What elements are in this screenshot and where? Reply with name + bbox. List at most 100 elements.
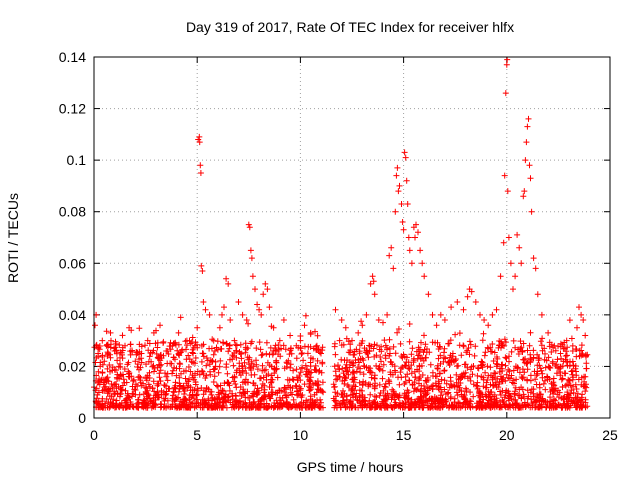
data-point (467, 373, 473, 380)
data-point (224, 370, 231, 377)
data-point (182, 375, 189, 382)
data-point (248, 404, 255, 411)
data-point (282, 346, 289, 353)
x-tick-label: 20 (499, 427, 515, 443)
data-point (334, 404, 340, 411)
data-point (437, 360, 444, 367)
data-point (398, 365, 405, 372)
data-point (416, 362, 423, 369)
data-point (208, 404, 215, 411)
data-point (342, 324, 349, 331)
data-point (218, 390, 225, 397)
data-point (232, 381, 239, 387)
data-point (331, 384, 338, 391)
data-point (473, 382, 480, 389)
data-point (254, 301, 261, 308)
data-point (116, 404, 123, 411)
data-point (190, 350, 197, 357)
data-point (471, 352, 478, 359)
data-point (513, 401, 520, 408)
data-point (315, 386, 322, 393)
data-point (108, 393, 115, 400)
data-point (237, 372, 244, 379)
data-point (478, 373, 485, 380)
data-point (264, 286, 271, 293)
data-point (480, 330, 487, 337)
data-point (576, 304, 582, 311)
data-point (458, 352, 465, 359)
data-point (217, 399, 224, 406)
data-point (411, 385, 418, 392)
data-point (212, 363, 219, 370)
data-point (187, 384, 194, 391)
data-point (442, 355, 449, 362)
data-point (175, 388, 182, 395)
data-point (298, 404, 305, 411)
data-point (557, 363, 564, 370)
data-point (559, 383, 566, 390)
data-point (422, 341, 429, 348)
data-point (190, 374, 196, 381)
data-point (505, 234, 512, 241)
data-point (314, 357, 321, 364)
data-point (203, 355, 210, 361)
data-point (206, 345, 213, 352)
data-point (421, 273, 428, 280)
data-point (399, 219, 406, 225)
data-point (443, 380, 450, 387)
data-point (384, 402, 391, 409)
data-point (340, 397, 347, 404)
data-point (411, 398, 418, 405)
data-point (268, 372, 275, 379)
data-point (480, 376, 487, 383)
data-point (163, 373, 170, 380)
data-point (489, 341, 496, 347)
data-point (136, 373, 143, 380)
data-point (263, 376, 270, 383)
data-point (145, 358, 152, 365)
data-point (522, 355, 529, 362)
data-point (489, 374, 496, 381)
data-point (277, 397, 284, 404)
data-point (299, 392, 306, 398)
data-point (298, 351, 305, 357)
data-point (349, 337, 355, 344)
data-point (127, 348, 134, 355)
data-point (207, 357, 214, 364)
data-point (392, 350, 399, 357)
data-point (562, 370, 569, 377)
data-point (115, 363, 122, 370)
data-point (536, 384, 543, 391)
data-point (147, 350, 154, 357)
data-point (102, 383, 109, 390)
data-point (385, 377, 392, 383)
data-point (497, 388, 503, 395)
data-point (110, 403, 117, 410)
data-point (138, 359, 145, 366)
data-point (518, 384, 525, 391)
data-point (428, 383, 435, 390)
data-point (530, 393, 537, 400)
data-point (371, 353, 378, 360)
data-point (528, 386, 535, 393)
data-point (341, 374, 348, 380)
data-point (110, 396, 117, 403)
data-point (230, 353, 237, 360)
data-point (215, 389, 222, 396)
data-point (553, 361, 560, 368)
data-point (233, 342, 240, 349)
data-point (358, 340, 365, 347)
data-point (194, 324, 201, 331)
data-point (264, 404, 271, 411)
data-point (262, 280, 269, 287)
data-point (183, 337, 190, 344)
data-point (288, 350, 295, 357)
data-point (402, 362, 409, 369)
data-point (117, 373, 124, 380)
data-point (521, 369, 528, 376)
data-point (259, 367, 266, 374)
data-point (95, 350, 102, 357)
data-point (283, 359, 290, 366)
data-point (479, 337, 486, 344)
